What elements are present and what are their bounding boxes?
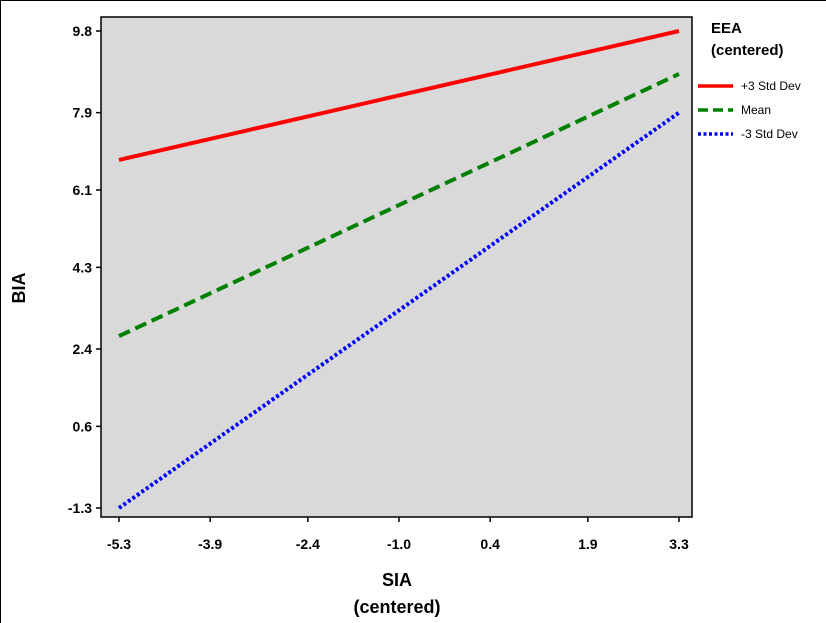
- x-tick-label: -2.4: [296, 536, 320, 552]
- y-tick-label: 6.1: [73, 182, 93, 198]
- legend-label: Mean: [741, 103, 771, 117]
- series-line-mean: [118, 72, 680, 338]
- y-tick-label: 0.6: [73, 418, 93, 434]
- x-tick-label: -3.9: [198, 536, 222, 552]
- legend: EEA (centered) +3 Std Dev Mean -3 Std Dev: [698, 20, 801, 141]
- y-tick-label: 2.4: [73, 341, 93, 357]
- legend-title: EEA: [711, 20, 742, 37]
- x-tick-label: 1.9: [578, 536, 598, 552]
- y-tick-label: 4.3: [73, 259, 93, 275]
- x-tick-label: -5.3: [107, 536, 131, 552]
- series-line-3-std-dev: [118, 29, 680, 162]
- x-tick-label: -1.0: [387, 536, 411, 552]
- legend-label: +3 Std Dev: [741, 79, 801, 93]
- x-axis-title-line2: (centered): [353, 597, 440, 617]
- series-lines: [117, 29, 681, 510]
- y-axis-title: BIA: [9, 273, 29, 304]
- y-tick-label: -1.3: [68, 500, 92, 516]
- series-line-3-std-dev: [117, 111, 681, 510]
- x-axis-title: SIA: [382, 570, 412, 590]
- legend-title-line2: (centered): [711, 42, 784, 59]
- y-tick-label: 9.8: [73, 23, 93, 39]
- legend-label: -3 Std Dev: [741, 127, 798, 141]
- x-tick-label: 0.4: [480, 536, 500, 552]
- y-axis: -1.3 0.6 2.4 4.3 6.1 7.9 9.8: [68, 23, 101, 516]
- x-tick-label: 3.3: [669, 536, 689, 552]
- x-axis: -5.3 -3.9 -2.4 -1.0 0.4 1.9 3.3: [107, 517, 689, 552]
- y-tick-label: 7.9: [73, 105, 93, 121]
- plot-area: [100, 16, 693, 518]
